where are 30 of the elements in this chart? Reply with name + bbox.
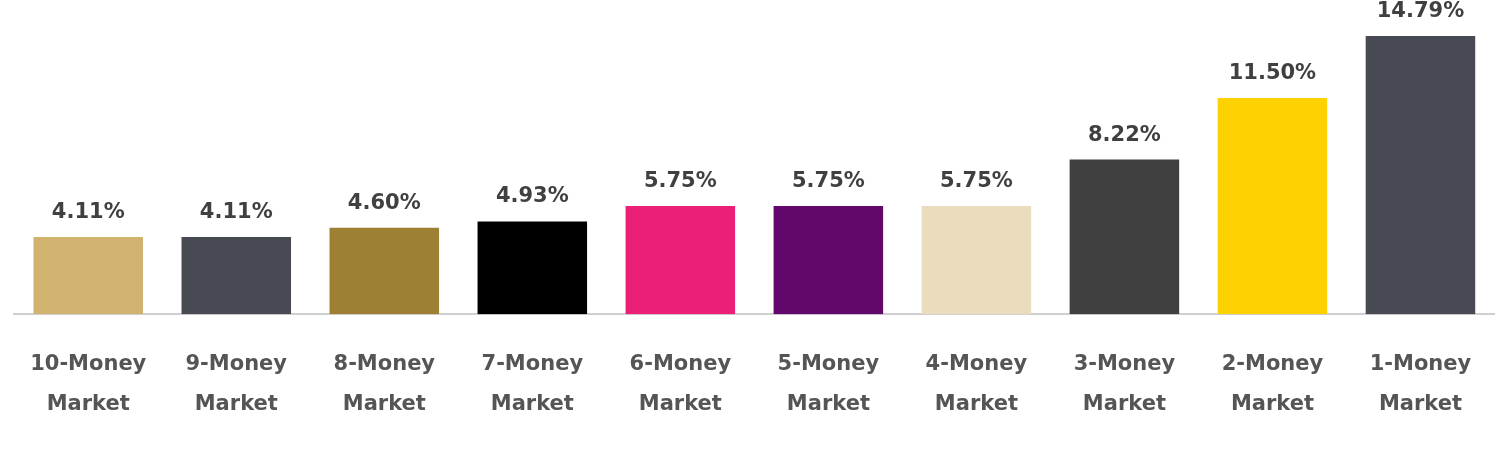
bar <box>1217 97 1328 315</box>
x-tick-label: 10-Money Market <box>30 350 147 415</box>
bar <box>181 236 292 315</box>
data-label: 4.11% <box>51 198 125 223</box>
bar <box>329 227 440 315</box>
data-label: 8.22% <box>1087 121 1161 146</box>
bar <box>33 236 144 315</box>
bar <box>921 206 1032 315</box>
data-label: 11.50% <box>1228 59 1317 84</box>
data-label: 4.60% <box>347 189 421 214</box>
x-tick-label: 4-Money Market <box>925 350 1028 415</box>
x-tick-label: 9-Money Market <box>185 350 288 415</box>
x-tick-label: 7-Money Market <box>481 350 584 415</box>
data-label: 14.79% <box>1376 0 1465 22</box>
bar <box>1069 159 1180 315</box>
x-tick-label: 2-Money Market <box>1221 350 1324 415</box>
data-label: 5.75% <box>939 168 1013 192</box>
bar <box>477 221 588 315</box>
data-label: 4.93% <box>495 183 569 208</box>
x-tick-label: 8-Money Market <box>333 350 436 415</box>
data-label: 4.11% <box>199 198 273 223</box>
x-tick-label: 5-Money Market <box>777 350 880 415</box>
bar <box>773 206 884 315</box>
bar <box>625 206 736 315</box>
x-tick-label: 6-Money Market <box>629 350 732 415</box>
x-tick-label: 1-Money Market <box>1369 350 1472 415</box>
bar <box>1365 36 1476 315</box>
data-label: 5.75% <box>791 168 865 192</box>
data-label: 5.75% <box>643 168 717 192</box>
x-tick-label: 3-Money Market <box>1073 350 1176 415</box>
